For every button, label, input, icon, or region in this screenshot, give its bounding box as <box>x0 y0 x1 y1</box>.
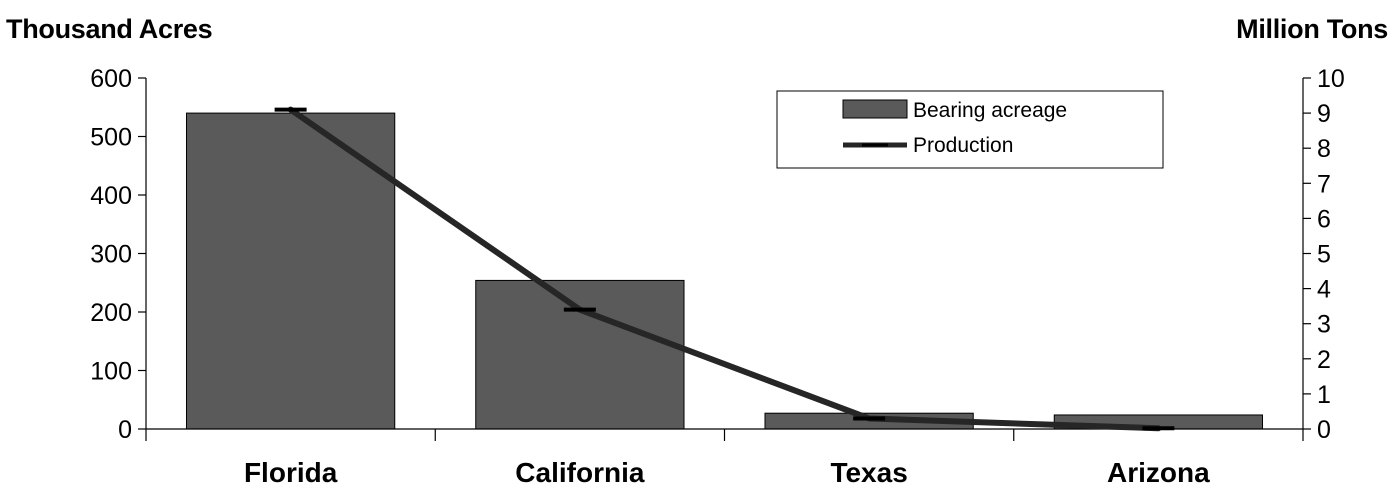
left-tick-label: 0 <box>118 416 132 444</box>
right-tick-label: 0 <box>1317 416 1331 444</box>
right-tick-label: 1 <box>1317 381 1331 409</box>
left-tick-label: 200 <box>90 299 132 327</box>
bar-california <box>475 279 685 430</box>
category-label-arizona: Arizona <box>1107 457 1210 488</box>
right-tick-label: 8 <box>1317 135 1331 163</box>
left-tick-label: 300 <box>90 241 132 269</box>
right-tick-label: 2 <box>1317 346 1331 374</box>
legend-label-production: Production <box>913 134 1013 157</box>
right-tick-label: 3 <box>1317 311 1331 339</box>
bar-florida <box>185 112 396 430</box>
right-tick-label: 7 <box>1317 170 1331 198</box>
right-tick-label: 6 <box>1317 205 1331 233</box>
category-label-california: California <box>515 457 645 488</box>
right-tick-label: 5 <box>1317 241 1331 269</box>
right-tick-label: 10 <box>1317 65 1345 93</box>
production-line <box>287 106 1162 432</box>
left-tick-label: 600 <box>90 65 132 93</box>
legend-label-bearing-acreage: Bearing acreage <box>913 99 1067 122</box>
legend-swatch-bearing-acreage <box>842 99 908 119</box>
right-tick-label: 4 <box>1317 276 1331 304</box>
category-label-texas: Texas <box>830 457 907 488</box>
category-label-florida: Florida <box>244 457 338 488</box>
legend <box>776 90 1164 169</box>
left-tick-label: 100 <box>90 358 132 386</box>
left-tick-label: 500 <box>90 124 132 152</box>
left-tick-label: 400 <box>90 182 132 210</box>
right-axis-title: Million Tons <box>1236 14 1388 44</box>
right-tick-label: 9 <box>1317 100 1331 128</box>
left-axis-title: Thousand Acres <box>6 14 213 44</box>
